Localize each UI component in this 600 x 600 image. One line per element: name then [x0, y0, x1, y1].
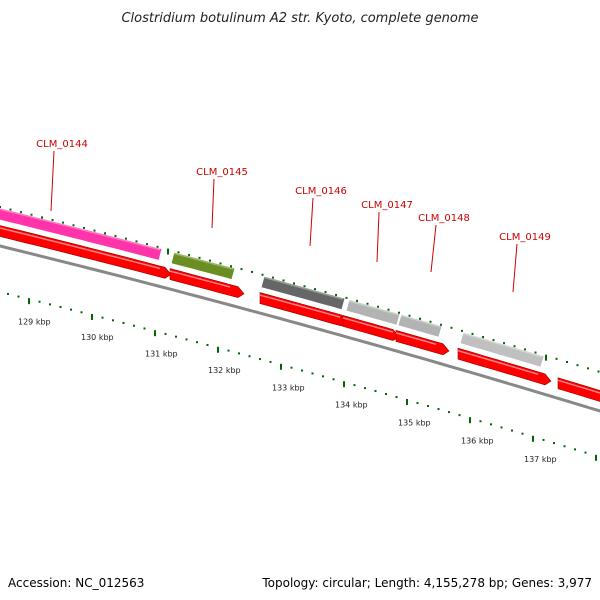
cds-highlight	[457, 349, 539, 376]
cds-highlight	[0, 227, 161, 270]
gene-bar	[346, 300, 400, 325]
gene-bar	[460, 332, 544, 367]
scale-label: 133 kbp	[272, 383, 305, 392]
gene-callout-line	[376, 211, 380, 263]
backbone-line	[0, 244, 600, 413]
summary-text: Topology: circular; Length: 4,155,278 bp…	[261, 576, 592, 590]
scale-label: 131 kbp	[145, 350, 178, 359]
gene-bar	[398, 314, 442, 337]
scale-label: 134 kbp	[335, 401, 368, 410]
gene-bar	[0, 208, 162, 260]
gene-label: CLM_0145	[196, 167, 248, 178]
scale-label: 137 kbp	[524, 455, 557, 464]
scale-label: 132 kbp	[208, 366, 241, 375]
accession-text: Accession: NC_012563	[8, 576, 144, 590]
gene-label: CLM_0147	[361, 200, 413, 211]
scale-label: 135 kbp	[398, 418, 431, 427]
tick-layer	[0, 206, 600, 461]
gene-bar-highlight	[262, 275, 344, 300]
label-layer: 129 kbp 130 kbp 131 kbp 132 kbp 133 kbp 134 k…	[18, 139, 557, 464]
cds-arrow	[395, 330, 450, 356]
map-title: Clostridium botulinum A2 str. Kyoto, com…	[121, 11, 478, 26]
gene-callout-line	[430, 224, 437, 273]
gene-bar-highlight	[399, 314, 441, 328]
gene-bar-highlight	[461, 331, 543, 358]
cds-highlight	[169, 270, 231, 288]
gene-label: CLM_0149	[499, 232, 551, 243]
gene-bar-highlight	[172, 251, 234, 270]
gene-bar-highlight	[0, 207, 161, 251]
scale-label: 136 kbp	[461, 437, 494, 446]
cds-highlight	[395, 332, 437, 346]
feature-layer	[0, 207, 600, 413]
gene-label: CLM_0148	[418, 213, 470, 224]
gene-label: CLM_0146	[295, 186, 347, 197]
gene-callout-line	[512, 243, 518, 293]
scale-label: 129 kbp	[18, 317, 51, 326]
scale-label: 130 kbp	[81, 333, 114, 342]
gene-label: CLM_0144	[36, 139, 88, 150]
gene-callout-line	[211, 178, 215, 229]
gene-bar	[171, 252, 235, 280]
cds-highlight	[342, 317, 394, 333]
gene-callout-line	[50, 150, 55, 212]
gene-bar	[261, 276, 345, 310]
gene-bar-highlight	[347, 299, 399, 316]
cds-highlight	[259, 294, 341, 318]
gene-callout-line	[309, 197, 314, 247]
